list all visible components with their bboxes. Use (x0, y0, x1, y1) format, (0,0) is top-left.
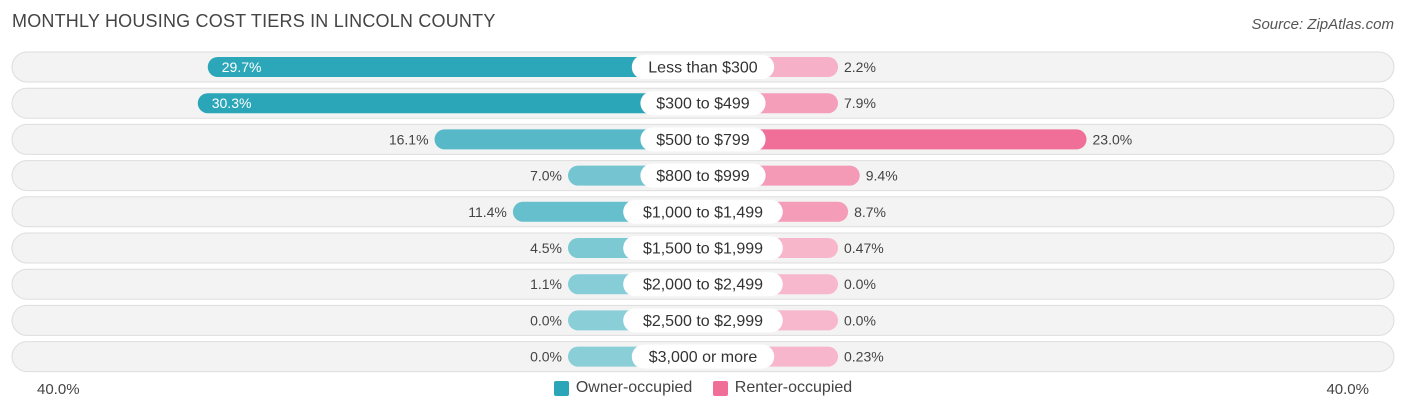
legend-item-owner: Owner-occupied (553, 379, 693, 397)
renter-value-label: 0.0% (844, 276, 876, 292)
category-pill (640, 127, 766, 152)
renter-value-label: 0.23% (844, 349, 884, 365)
category-pill (640, 91, 766, 116)
legend: Owner-occupied Renter-occupied (0, 379, 1406, 401)
diverging-bar-chart: 29.7% 2.2% Less than $300 30.3% 7.9% $300 to … (11, 51, 1395, 373)
category-label: $1,500 to $1,999 (643, 241, 763, 258)
legend-label-renter: Renter-occupied (734, 379, 853, 396)
category-pill (623, 236, 783, 260)
category-pill (631, 344, 775, 369)
owner-value-label: 11.4% (468, 204, 507, 220)
renter-value-label: 7.9% (844, 95, 876, 111)
category-pill (623, 199, 783, 224)
renter-value-label: 2.2% (844, 59, 876, 75)
category-pill (640, 163, 766, 188)
owner-value-label: 7.0% (530, 168, 562, 184)
chart-title: MONTHLY HOUSING COST TIERS IN LINCOLN CO… (12, 11, 496, 31)
category-label: $800 to $999 (656, 168, 750, 185)
category-label: $2,000 to $2,499 (643, 277, 763, 294)
legend-swatch-renter (712, 380, 728, 396)
category-label: $1,000 to $1,499 (643, 204, 763, 221)
category-pill (631, 55, 775, 79)
category-pill (623, 272, 783, 297)
owner-value-label: 0.0% (530, 349, 562, 365)
axis-right-label: 40.0% (1326, 381, 1369, 398)
axis-left-label: 40.0% (37, 381, 80, 398)
legend-label-owner: Owner-occupied (575, 379, 693, 396)
category-label: $300 to $499 (656, 96, 750, 113)
category-label: Less than $300 (648, 60, 758, 77)
renter-value-label: 0.0% (844, 312, 876, 328)
category-label: $500 to $799 (656, 132, 750, 149)
owner-value-label: 0.0% (530, 312, 562, 328)
renter-value-label: 23.0% (1093, 131, 1133, 147)
category-label: $2,500 to $2,999 (643, 313, 763, 330)
category-label: $3,000 or more (649, 349, 758, 366)
owner-bar (434, 129, 703, 150)
renter-bar (703, 129, 1087, 150)
owner-value-label: 1.1% (530, 276, 562, 292)
legend-item-renter: Renter-occupied (712, 379, 853, 397)
owner-value-label: 16.1% (389, 131, 429, 147)
source-label: Source: ZipAtlas.com (1251, 16, 1394, 33)
owner-bar (197, 93, 703, 114)
owner-value-label: 4.5% (530, 240, 562, 256)
renter-value-label: 0.47% (844, 240, 884, 256)
category-pill (623, 308, 783, 333)
owner-value-label: 29.7% (222, 59, 262, 75)
legend-swatch-owner (553, 380, 569, 396)
owner-bar (207, 57, 703, 77)
owner-value-label: 30.3% (212, 95, 252, 111)
renter-value-label: 9.4% (866, 168, 898, 184)
renter-value-label: 8.7% (854, 204, 886, 220)
